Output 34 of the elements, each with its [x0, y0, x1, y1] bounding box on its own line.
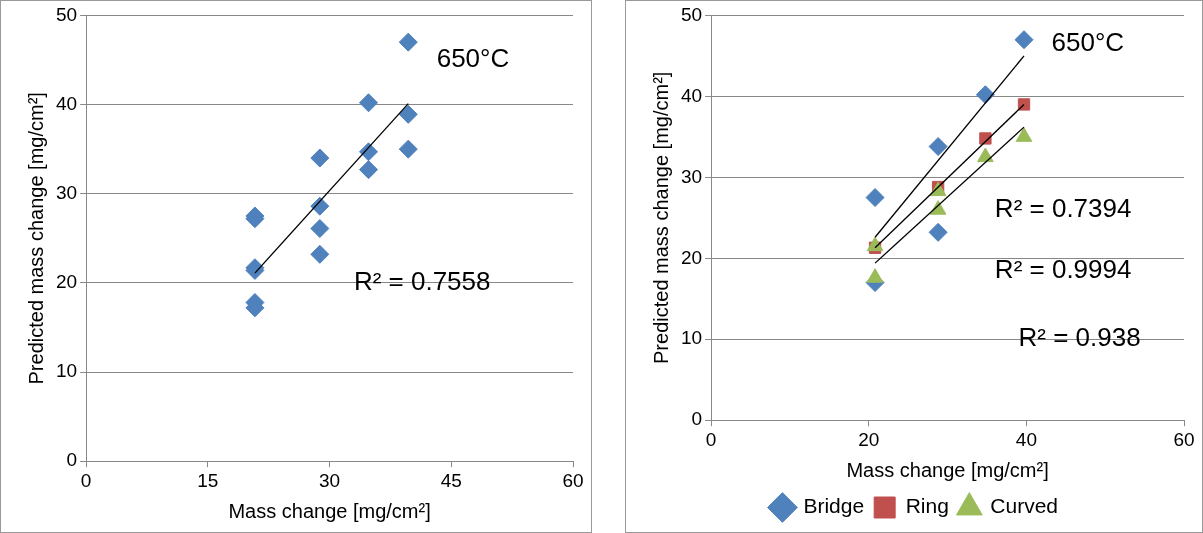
y-tick-label: 10	[680, 327, 703, 349]
x-tick-label: 20	[858, 428, 880, 450]
x-tick-label: 40	[1015, 428, 1037, 450]
y-tick-label: 0	[691, 408, 703, 430]
y-tick-label: 20	[680, 246, 703, 268]
x-tick-label: 0	[80, 469, 92, 491]
x-tick-label: 60	[562, 469, 584, 491]
legend-label: Bridge	[803, 494, 865, 518]
x-tick-label: 0	[705, 428, 717, 450]
y-tick-label: 30	[680, 165, 703, 187]
y-axis-title: Predicted mass change [mg/cm²]	[24, 92, 47, 385]
annotation: R² = 0.7558	[353, 266, 491, 297]
y-tick-label: 50	[55, 3, 78, 25]
y-axis-title: Predicted mass change [mg/cm²]	[649, 71, 672, 364]
annotation: 650°C	[436, 43, 510, 74]
y-tick-label: 50	[680, 3, 703, 25]
y-tick-label: 0	[66, 449, 78, 471]
legend-label: Ring	[905, 494, 949, 518]
y-tick-label: 10	[55, 360, 78, 382]
y-tick-label: 30	[55, 181, 78, 203]
annotation: R² = 0.938	[1018, 322, 1141, 353]
annotation: 650°C	[1051, 26, 1125, 57]
x-tick-label: 60	[1173, 428, 1195, 450]
x-axis-title: Mass change [mg/cm²]	[228, 499, 431, 522]
x-tick-label: 15	[197, 469, 219, 491]
x-tick-label: 45	[440, 469, 462, 491]
y-tick-label: 20	[55, 271, 78, 293]
y-tick-label: 40	[55, 92, 78, 114]
legend-label: Curved	[990, 494, 1059, 518]
y-tick-label: 40	[680, 84, 703, 106]
x-axis-title: Mass change [mg/cm²]	[846, 458, 1049, 481]
annotation: R² = 0.9994	[994, 253, 1132, 284]
annotation: R² = 0.7394	[994, 192, 1132, 223]
x-tick-label: 30	[319, 469, 341, 491]
